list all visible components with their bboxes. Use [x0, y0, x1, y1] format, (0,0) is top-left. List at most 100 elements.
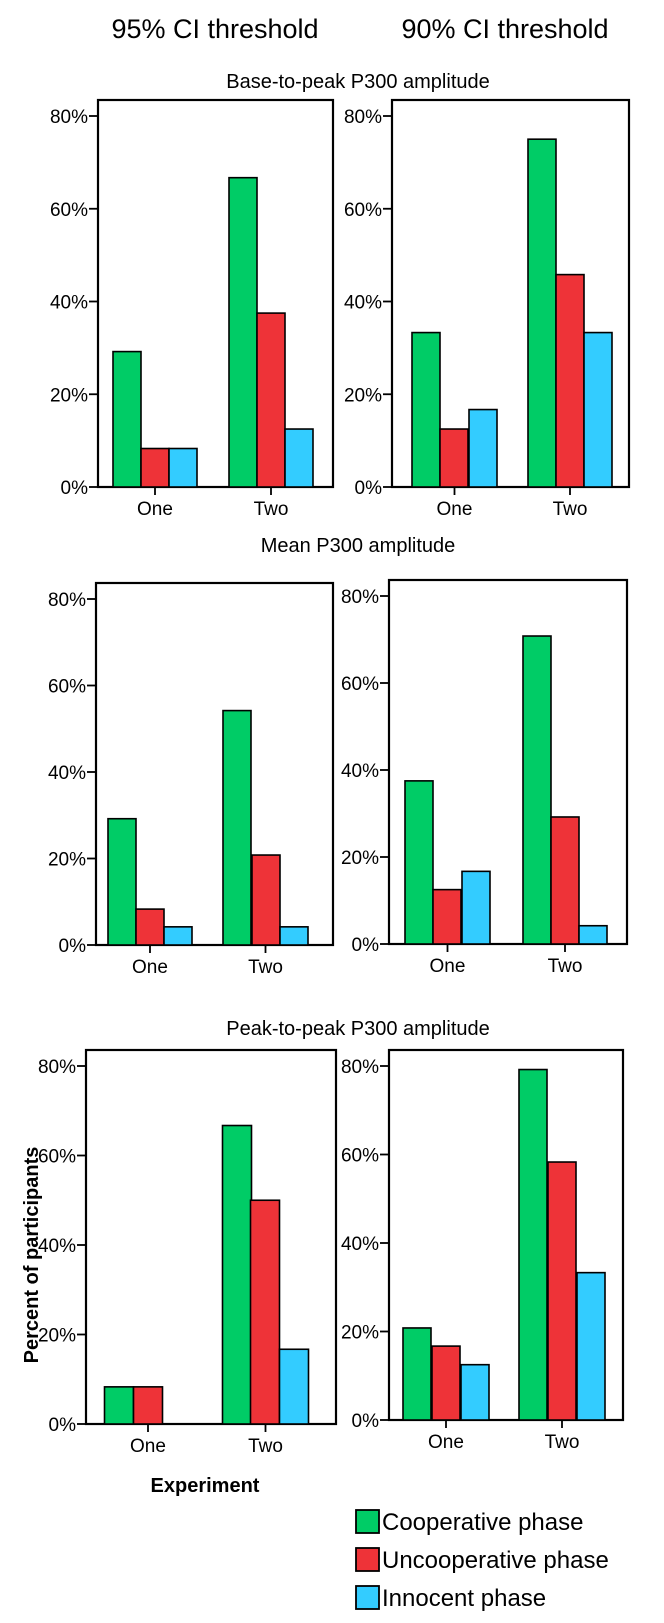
bar-cooperative-phase-one: [411, 331, 441, 488]
bar-innocent-phase-two: [279, 926, 309, 946]
legend-label-uncooperative: Uncooperative phase: [382, 1547, 609, 1574]
y-tick-label: 80%: [344, 107, 382, 128]
bar-innocent-phase-one: [163, 926, 193, 946]
y-tick-label: 20%: [50, 385, 88, 406]
x-axis-title: Experiment: [151, 1475, 260, 1497]
bar-cooperative-phase-one: [404, 780, 434, 945]
panel-frame: [387, 578, 629, 946]
y-tick-label: 60%: [341, 674, 379, 695]
bar-cooperative-phase-two: [518, 1068, 548, 1421]
category-label: One: [130, 1436, 166, 1457]
y-tick-label: 0%: [61, 478, 89, 499]
bar-uncooperative-phase-two: [547, 1161, 577, 1421]
panel-frame: [387, 1048, 625, 1422]
bar-cooperative-phase-one: [112, 350, 142, 488]
y-tick-label: 60%: [48, 677, 86, 698]
y-tick-label: 80%: [341, 587, 379, 608]
y-tick-label: 0%: [355, 478, 383, 499]
y-tick-label: 0%: [49, 1415, 77, 1436]
bar-innocent-phase-two: [578, 924, 608, 945]
y-tick-label: 40%: [344, 293, 382, 314]
legend-swatch-uncooperative: [355, 1547, 380, 1572]
bar-cooperative-phase-two: [228, 176, 258, 488]
y-tick-label: 40%: [341, 761, 379, 782]
legend-swatch-innocent: [355, 1585, 380, 1610]
bar-uncooperative-phase-two: [249, 1199, 281, 1425]
bar-cooperative-phase-two: [222, 709, 252, 946]
bar-uncooperative-phase-two: [251, 854, 281, 946]
category-label: Two: [553, 499, 588, 520]
bar-uncooperative-phase-two: [555, 273, 585, 488]
y-tick-label: 80%: [38, 1057, 76, 1078]
panel-frame: [96, 98, 335, 489]
category-label: One: [137, 499, 173, 520]
legend-item-uncooperative: Uncooperative phase: [355, 1547, 609, 1574]
legend: Cooperative phase Uncooperative phase In…: [355, 1509, 609, 1612]
panels-group: 0% 20% 40% 60% 80% One Two 0% 20% 40% 60% 80% One Two…: [38, 98, 631, 1457]
y-tick-label: 60%: [341, 1146, 379, 1167]
category-label: Two: [254, 499, 289, 520]
panel-frame: [390, 98, 631, 489]
bar-innocent-phase-one: [168, 447, 198, 488]
legend-item-cooperative: Cooperative phase: [355, 1509, 583, 1536]
y-tick-label: 40%: [341, 1234, 379, 1255]
bar-uncooperative-phase-one: [432, 888, 462, 945]
y-tick-label: 20%: [48, 850, 86, 871]
panel-frame: [94, 581, 335, 947]
y-tick-label: 0%: [352, 1411, 380, 1432]
bar-cooperative-phase-two: [221, 1124, 253, 1425]
bar-uncooperative-phase-one: [135, 908, 165, 946]
y-tick-label: 20%: [38, 1326, 76, 1347]
bar-innocent-phase-one: [468, 408, 498, 488]
y-axis-title: Percent of participants: [21, 1147, 43, 1364]
category-label: Two: [548, 956, 583, 977]
bar-cooperative-phase-two: [527, 138, 557, 488]
chart-panel-1-1: 0% 20% 40% 60% 80% One Two: [50, 98, 335, 520]
bar-uncooperative-phase-one: [431, 1345, 461, 1421]
y-tick-label: 80%: [50, 107, 88, 128]
bar-cooperative-phase-one: [402, 1327, 432, 1421]
category-label: One: [428, 1432, 464, 1453]
y-tick-label: 40%: [38, 1236, 76, 1257]
chart-panel-3-2: 0% 20% 40% 60% 80% One Two: [341, 1048, 625, 1453]
category-label: One: [430, 956, 466, 977]
bar-uncooperative-phase-two: [550, 816, 580, 945]
bar-innocent-phase-two: [284, 428, 314, 488]
section-title-base-to-peak: Base-to-peak P300 amplitude: [226, 71, 490, 93]
y-tick-label: 20%: [341, 848, 379, 869]
section-title-peak-to-peak: Peak-to-peak P300 amplitude: [226, 1018, 490, 1040]
chart-panel-3-1: 0% 20% 40% 60% 80% One Two: [38, 1048, 338, 1457]
chart-panel-2-1: 0% 20% 40% 60% 80% One Two: [48, 581, 335, 978]
legend-swatch-cooperative: [355, 1509, 380, 1534]
bar-innocent-phase-two: [576, 1271, 606, 1421]
column-header-95: 95% CI threshold: [111, 14, 318, 44]
legend-label-innocent: Innocent phase: [382, 1585, 546, 1612]
y-tick-label: 60%: [38, 1147, 76, 1168]
y-tick-label: 80%: [341, 1057, 379, 1078]
bar-cooperative-phase-one: [103, 1386, 135, 1425]
panel-frame: [84, 1048, 338, 1426]
chart-panel-2-2: 0% 20% 40% 60% 80% One Two: [341, 578, 629, 977]
y-tick-label: 20%: [344, 385, 382, 406]
y-tick-label: 80%: [48, 590, 86, 611]
category-label: One: [132, 957, 168, 978]
chart-panel-1-2: 0% 20% 40% 60% 80% One Two: [344, 98, 631, 520]
y-tick-label: 40%: [48, 763, 86, 784]
y-tick-label: 20%: [341, 1323, 379, 1344]
bar-innocent-phase-two: [583, 331, 613, 488]
bar-innocent-phase-one: [461, 870, 491, 945]
legend-label-cooperative: Cooperative phase: [382, 1509, 583, 1536]
category-label: Two: [248, 1436, 283, 1457]
category-label: One: [437, 499, 473, 520]
y-tick-label: 0%: [59, 936, 87, 957]
y-tick-label: 0%: [352, 935, 380, 956]
column-header-90: 90% CI threshold: [401, 14, 608, 44]
bar-innocent-phase-one: [460, 1363, 490, 1421]
bar-uncooperative-phase-one: [140, 447, 170, 488]
bar-cooperative-phase-two: [522, 635, 552, 945]
bar-uncooperative-phase-one: [132, 1386, 164, 1425]
bar-uncooperative-phase-two: [256, 312, 286, 488]
y-tick-label: 60%: [50, 200, 88, 221]
category-label: Two: [545, 1432, 580, 1453]
